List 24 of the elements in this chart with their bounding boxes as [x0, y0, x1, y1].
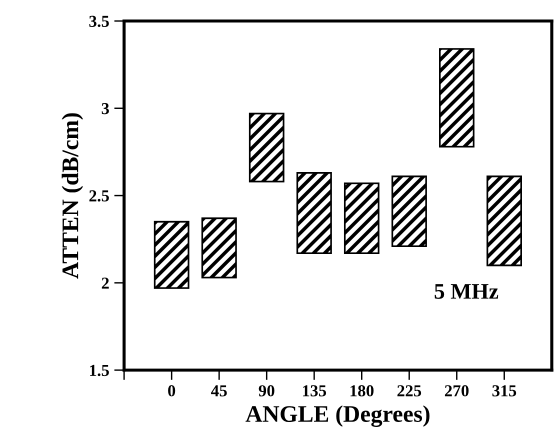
- bar: [248, 112, 284, 182]
- y-axis-title: ATTEN (dB/cm): [62, 113, 84, 279]
- bar: [201, 217, 237, 278]
- bar: [486, 176, 522, 266]
- y-tick-label: 1.5: [90, 364, 109, 376]
- x-tick-label: 0: [168, 385, 176, 396]
- x-tick-label: 270: [444, 385, 469, 396]
- y-tick-label: 2: [102, 278, 109, 289]
- x-tick-label: 315: [492, 385, 516, 396]
- x-tick-label: 225: [397, 385, 422, 396]
- x-tick-label: 45: [211, 385, 227, 396]
- bar: [439, 48, 474, 148]
- x-tick-label: 90: [258, 385, 274, 396]
- y-tick-label: 3.5: [89, 16, 109, 28]
- bar: [296, 172, 332, 254]
- y-tick-label: 2.5: [89, 190, 109, 202]
- x-tick-label: 135: [303, 385, 326, 396]
- bar: [344, 182, 380, 254]
- x-axis-title: ANGLE (Degrees): [246, 405, 430, 427]
- bar: [154, 220, 190, 289]
- x-tick-label: 180: [350, 385, 374, 396]
- annotation: 5 MHz: [434, 284, 498, 299]
- bar: [391, 176, 427, 248]
- y-tick-label: 3: [102, 103, 109, 114]
